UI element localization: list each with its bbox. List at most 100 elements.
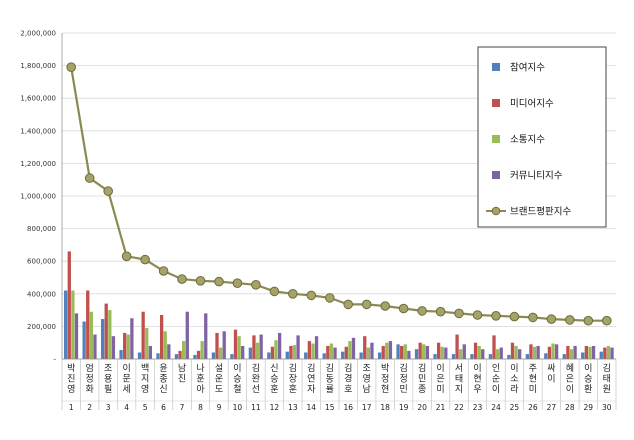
rank-label: 19	[399, 403, 409, 412]
bar	[322, 353, 326, 359]
bar	[507, 354, 511, 359]
bar	[492, 335, 496, 359]
bar	[477, 345, 481, 359]
y-tick-label: 800,000	[27, 225, 56, 233]
rank-label: 22	[454, 403, 464, 412]
bar	[396, 344, 400, 359]
line-point	[528, 312, 538, 323]
bar	[241, 345, 245, 359]
bar	[433, 354, 437, 359]
brand-index-line	[66, 62, 612, 326]
rank-label: 7	[180, 403, 185, 412]
bar	[514, 345, 518, 359]
bar	[499, 347, 503, 359]
bar	[233, 329, 238, 359]
rank-label: 4	[124, 403, 129, 412]
rank-label: 27	[547, 403, 557, 412]
bar	[314, 336, 319, 359]
rank-label: 8	[198, 403, 203, 412]
line-point	[583, 315, 594, 326]
bar	[289, 345, 293, 359]
bar	[130, 318, 134, 359]
y-tick-label: 1,600,000	[20, 95, 56, 103]
bar	[403, 344, 407, 359]
line-point	[121, 251, 132, 262]
bar	[554, 344, 559, 359]
bar	[351, 337, 356, 359]
y-tick-label: 400,000	[27, 290, 56, 298]
bar	[536, 345, 540, 359]
bar	[584, 345, 588, 359]
bar	[178, 350, 182, 359]
line-point	[602, 315, 612, 326]
bar	[285, 351, 289, 359]
y-axis: - 200,000 400,000 600,000 800,000 1,000,000 1,…	[20, 30, 63, 364]
bar	[455, 334, 459, 359]
bar	[591, 345, 596, 359]
line-point	[361, 299, 372, 310]
bar	[451, 354, 456, 359]
bar	[326, 345, 330, 359]
bar	[422, 344, 426, 359]
legend-label: 브랜드평판지수	[510, 207, 571, 218]
line-point	[140, 254, 150, 265]
rank-label: 17	[362, 403, 372, 412]
bar	[573, 345, 577, 359]
bar	[215, 332, 219, 359]
line-point	[398, 303, 409, 314]
rank-label: 6	[161, 403, 166, 412]
rank-label: 13	[288, 403, 298, 412]
line-point	[491, 311, 501, 321]
line-point	[103, 186, 113, 196]
bar	[459, 349, 463, 359]
rank-label: 1	[69, 403, 74, 412]
bar	[237, 336, 241, 359]
rank-label: 24	[491, 403, 501, 412]
bar	[104, 303, 108, 359]
bar	[473, 342, 478, 359]
bar	[414, 349, 419, 359]
bar	[388, 341, 393, 359]
legend-label: 커뮤니티지수	[510, 171, 563, 182]
bar	[64, 290, 68, 359]
bar	[418, 342, 422, 359]
y-tick-label: 1,400,000	[20, 127, 56, 135]
legend-label: 소통지수	[510, 135, 545, 146]
y-tick-label: -	[53, 356, 56, 364]
rank-label: 14	[307, 403, 317, 412]
bar	[86, 290, 90, 359]
bar	[359, 352, 363, 359]
bar	[610, 347, 614, 359]
bar	[111, 336, 116, 359]
bar	[296, 335, 300, 359]
bar	[71, 290, 75, 359]
bar	[119, 350, 123, 359]
bar	[344, 346, 348, 359]
bar	[366, 347, 370, 359]
bar	[377, 352, 382, 359]
bar	[532, 346, 537, 359]
line-point	[454, 308, 464, 319]
rank-label: 25	[510, 403, 520, 412]
line-point	[251, 280, 261, 290]
rank-label: 18	[380, 403, 390, 412]
bar	[304, 352, 308, 359]
rank-label: 5	[143, 403, 148, 412]
y-tick-label: 2,000,000	[20, 30, 56, 38]
bar	[141, 311, 145, 359]
bar	[588, 346, 592, 359]
rank-label: 10	[233, 403, 243, 412]
bar	[277, 332, 282, 359]
